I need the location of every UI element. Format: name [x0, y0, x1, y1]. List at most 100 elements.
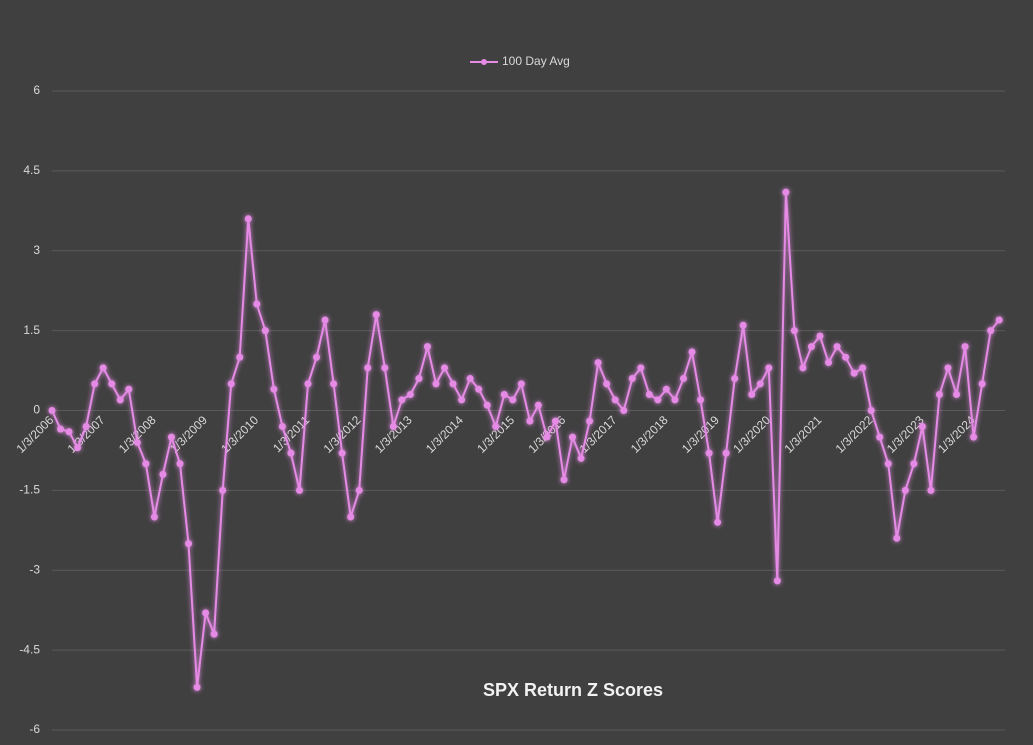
point	[807, 343, 815, 351]
point	[603, 380, 611, 388]
point	[219, 486, 227, 494]
point	[364, 364, 372, 372]
point	[99, 364, 107, 372]
point	[244, 215, 252, 223]
point	[637, 364, 645, 372]
point	[304, 380, 312, 388]
point	[987, 327, 995, 335]
point	[765, 364, 773, 372]
point	[859, 364, 867, 372]
point	[577, 454, 585, 462]
point	[850, 369, 858, 377]
point	[517, 380, 525, 388]
point	[492, 422, 500, 430]
point	[893, 534, 901, 542]
point	[953, 391, 961, 399]
point	[441, 364, 449, 372]
point	[82, 422, 90, 430]
y-tick-label: 0	[33, 403, 40, 417]
series	[48, 188, 1003, 691]
point	[714, 518, 722, 526]
point	[876, 433, 884, 441]
point	[270, 385, 278, 393]
point	[116, 396, 124, 404]
point	[935, 391, 943, 399]
point	[159, 470, 167, 478]
point	[833, 343, 841, 351]
point	[91, 380, 99, 388]
y-tick-label: 6	[33, 83, 40, 97]
point	[731, 375, 739, 383]
y-tick-label: -1.5	[19, 483, 40, 497]
point	[620, 407, 628, 414]
point	[611, 396, 619, 404]
point	[278, 422, 286, 430]
point	[662, 385, 670, 393]
point	[534, 401, 542, 409]
point	[901, 486, 909, 494]
point	[526, 417, 534, 425]
point	[748, 391, 756, 399]
point	[773, 577, 781, 585]
point	[347, 513, 355, 521]
point	[313, 353, 321, 361]
point	[423, 343, 431, 351]
y-tick-label: 3	[33, 243, 40, 257]
point	[654, 396, 662, 404]
point	[372, 311, 380, 319]
point	[185, 540, 193, 548]
point	[756, 380, 764, 388]
point	[193, 683, 201, 691]
point	[560, 476, 568, 484]
point	[594, 359, 602, 367]
point	[816, 332, 824, 340]
point	[970, 433, 978, 441]
y-tick-label: -3	[29, 562, 40, 576]
point	[722, 449, 730, 457]
point	[825, 359, 833, 367]
point	[509, 396, 517, 404]
point	[398, 396, 406, 404]
point	[321, 316, 329, 324]
legend-label: 100 Day Avg	[502, 54, 570, 68]
point	[679, 375, 687, 383]
point	[48, 407, 56, 414]
point	[167, 433, 175, 441]
point	[483, 401, 491, 409]
point	[415, 375, 423, 383]
point	[108, 380, 116, 388]
y-tick-label: 1.5	[23, 323, 40, 337]
point	[202, 609, 210, 617]
point	[389, 422, 397, 430]
point	[995, 316, 1003, 324]
point	[551, 417, 559, 425]
point	[466, 375, 474, 383]
point	[355, 486, 363, 494]
point	[884, 460, 892, 468]
point	[236, 353, 244, 361]
point	[125, 385, 133, 393]
point	[927, 486, 935, 494]
point	[458, 396, 466, 404]
point	[867, 407, 875, 414]
point	[176, 460, 184, 468]
point	[65, 428, 73, 436]
point	[782, 188, 790, 196]
point	[57, 425, 65, 433]
point	[432, 380, 440, 388]
chart-title: SPX Return Z Scores	[483, 680, 663, 700]
point	[381, 364, 389, 372]
point	[739, 321, 747, 329]
point	[261, 327, 269, 335]
point	[74, 444, 82, 452]
point	[330, 380, 338, 388]
point	[842, 353, 850, 361]
point	[543, 433, 551, 441]
point	[799, 364, 807, 372]
y-tick-label: -4.5	[19, 642, 40, 656]
point	[227, 380, 235, 388]
point	[918, 422, 926, 430]
point	[586, 417, 594, 425]
